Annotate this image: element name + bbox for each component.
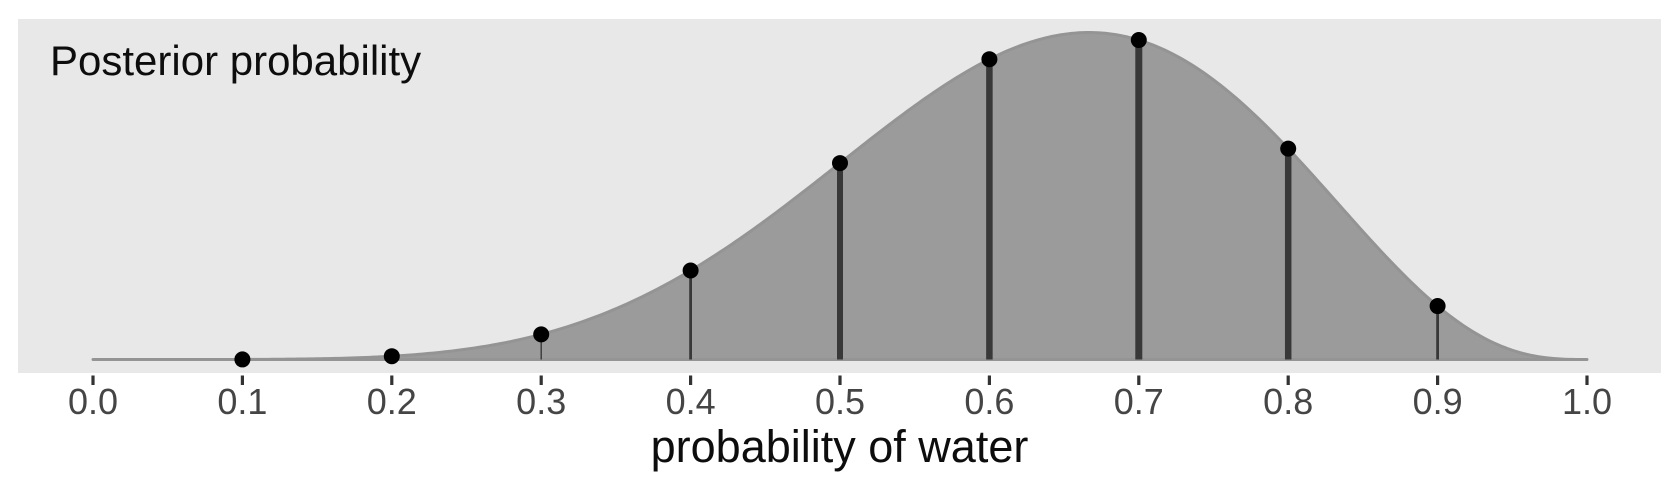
grid-point xyxy=(383,348,400,365)
x-axis-tick-label: 0.0 xyxy=(68,381,118,422)
plot-title: Posterior probability xyxy=(50,37,421,84)
grid-point xyxy=(1429,298,1446,315)
x-axis-tick-label: 0.2 xyxy=(367,381,417,422)
grid-point xyxy=(682,262,699,279)
grid-point xyxy=(832,155,848,172)
lollipop-0.5 xyxy=(832,155,848,360)
grid-points-layer xyxy=(234,32,1446,368)
lollipop-0.2 xyxy=(383,348,400,365)
x-axis-title: probability of water xyxy=(651,421,1029,472)
x-axis-tick-label: 0.5 xyxy=(815,381,865,422)
x-axis-tick-label: 0.3 xyxy=(516,381,566,422)
grid-point xyxy=(234,351,251,368)
lollipop-0.6 xyxy=(981,51,998,360)
x-axis-tick-label: 0.7 xyxy=(1114,381,1164,422)
x-axis: 0.0 0.1 0.2 0.3 0.4 0.5 0.6 0.7 0.8 0.9 1.0 xyxy=(68,375,1612,422)
lollipop-0.4 xyxy=(682,262,699,360)
grid-point xyxy=(1280,140,1297,157)
grid-point xyxy=(533,326,550,343)
grid-point xyxy=(1130,32,1147,49)
x-axis-tick-label: 0.8 xyxy=(1263,381,1313,422)
x-axis-tick-label: 1.0 xyxy=(1562,381,1612,422)
lollipop-0.7 xyxy=(1130,32,1147,360)
lollipop-0.8 xyxy=(1280,140,1297,360)
lollipop-0.3 xyxy=(533,326,550,360)
x-axis-tick-label: 0.4 xyxy=(666,381,716,422)
x-axis-tick-label: 0.1 xyxy=(217,381,267,422)
lollipop-0.1 xyxy=(234,351,251,368)
lollipop-0.9 xyxy=(1429,298,1446,360)
grid-point xyxy=(981,51,998,68)
x-axis-tick-label: 0.9 xyxy=(1413,381,1463,422)
x-axis-tick-label: 0.6 xyxy=(964,381,1014,422)
